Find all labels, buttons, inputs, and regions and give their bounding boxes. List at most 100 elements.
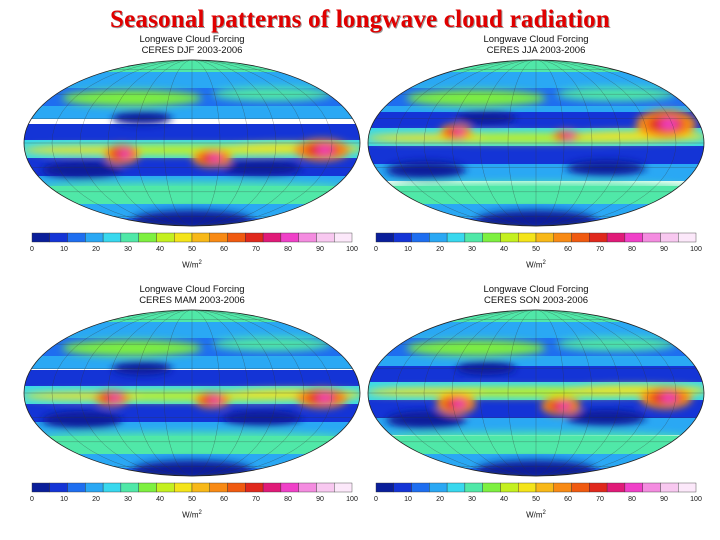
colorbar-swatch bbox=[227, 482, 246, 493]
colorbar: 0 10 20 30 40 50 60 70 80 90 100 bbox=[374, 232, 702, 253]
colorbar-swatch bbox=[191, 232, 210, 243]
colorbar-swatch bbox=[316, 482, 335, 493]
colorbar-tick-label: 10 bbox=[60, 246, 68, 253]
colorbar-tick-label: 30 bbox=[468, 246, 476, 253]
colorbar-tick-label: 100 bbox=[690, 496, 702, 503]
panel-subtitle: CERES MAM 2003-2006 bbox=[139, 295, 245, 306]
panel-title: Longwave Cloud Forcing bbox=[139, 34, 245, 45]
colorbar-tick-label: 90 bbox=[316, 246, 324, 253]
colorbar-swatch bbox=[482, 232, 501, 243]
colorbar-swatch bbox=[553, 232, 572, 243]
colorbar-swatch bbox=[262, 482, 282, 493]
colorbar-swatch bbox=[102, 482, 122, 493]
colorbar-tick-label: 10 bbox=[404, 246, 412, 253]
colorbar-swatch bbox=[334, 482, 353, 493]
colorbar-tick-label: 30 bbox=[468, 496, 476, 503]
colorbar-unit: W/m2 bbox=[182, 260, 202, 270]
colorbar-swatch bbox=[280, 232, 299, 243]
colorbar-swatch bbox=[464, 232, 483, 243]
colorbar: 0 10 20 30 40 50 60 70 80 90 100 bbox=[374, 482, 702, 503]
map-panel-jja: Longwave Cloud Forcing CERES JJA 2003-20… bbox=[366, 34, 706, 270]
panel-title: Longwave Cloud Forcing bbox=[483, 34, 589, 45]
colorbar-swatch bbox=[209, 482, 228, 493]
colorbar-tick-label: 80 bbox=[628, 246, 636, 253]
colorbar-tick-label: 20 bbox=[436, 246, 444, 253]
colorbar-swatch bbox=[606, 482, 626, 493]
colorbar-tick-label: 30 bbox=[124, 496, 132, 503]
colorbar-tick-label: 80 bbox=[284, 246, 292, 253]
colorbar-tick-label: 80 bbox=[284, 496, 292, 503]
colorbar-swatch bbox=[446, 232, 466, 243]
cloud-forcing-map bbox=[23, 309, 361, 477]
map-panel-djf: Longwave Cloud Forcing CERES DJF 2003-20… bbox=[22, 34, 362, 270]
colorbar-tick-label: 20 bbox=[92, 496, 100, 503]
colorbar-swatch bbox=[174, 232, 193, 243]
colorbar-swatch bbox=[500, 482, 519, 493]
colorbar-swatch bbox=[298, 482, 317, 493]
colorbar-swatch bbox=[191, 482, 210, 493]
colorbar-tick-label: 40 bbox=[156, 496, 164, 503]
panel-subtitle: CERES SON 2003-2006 bbox=[483, 295, 589, 306]
colorbar-swatch bbox=[245, 232, 264, 243]
colorbar-tick-label: 20 bbox=[436, 496, 444, 503]
panel-subtitle: CERES DJF 2003-2006 bbox=[141, 45, 243, 56]
colorbar-tick-label: 50 bbox=[188, 246, 196, 253]
colorbar-tick-label: 100 bbox=[346, 246, 358, 253]
colorbar-swatch bbox=[334, 232, 353, 243]
colorbar-swatch bbox=[49, 482, 68, 493]
colorbar-tick-label: 100 bbox=[690, 246, 702, 253]
colorbar-tick-label: 90 bbox=[316, 496, 324, 503]
colorbar-swatch bbox=[245, 482, 264, 493]
colorbar-tick-label: 90 bbox=[660, 246, 668, 253]
colorbar-swatch bbox=[31, 482, 50, 493]
colorbar-swatch bbox=[120, 232, 139, 243]
colorbar-swatch bbox=[482, 482, 501, 493]
colorbar-swatch bbox=[571, 482, 590, 493]
colorbar: 0 10 20 30 40 50 60 70 80 90 100 bbox=[30, 482, 358, 503]
colorbar-tick-label: 0 bbox=[374, 496, 378, 503]
colorbar-swatch bbox=[518, 482, 537, 493]
colorbar-tick-label: 10 bbox=[60, 496, 68, 503]
colorbar-swatch bbox=[209, 232, 228, 243]
colorbar-swatch bbox=[156, 482, 175, 493]
map-panel-mam: Longwave Cloud Forcing CERES MAM 2003-20… bbox=[22, 284, 362, 520]
colorbar-swatch bbox=[624, 482, 643, 493]
colorbar-swatch bbox=[464, 482, 483, 493]
colorbar-tick-label: 100 bbox=[346, 496, 358, 503]
colorbar-tick-label: 90 bbox=[660, 496, 668, 503]
colorbar-tick-label: 60 bbox=[564, 246, 572, 253]
colorbar-swatch bbox=[411, 232, 430, 243]
colorbar-swatch bbox=[571, 232, 590, 243]
colorbar-swatch bbox=[429, 482, 448, 493]
colorbar-swatch bbox=[85, 482, 104, 493]
map-panel-son: Longwave Cloud Forcing CERES SON 2003-20… bbox=[366, 284, 706, 520]
colorbar-swatch bbox=[606, 232, 626, 243]
colorbar-unit: W/m2 bbox=[526, 510, 546, 520]
panel-subtitle: CERES JJA 2003-2006 bbox=[486, 45, 586, 56]
colorbar-swatch bbox=[535, 482, 554, 493]
colorbar-swatch bbox=[660, 232, 679, 243]
page-title: Seasonal patterns of longwave cloud radi… bbox=[109, 6, 610, 33]
colorbar-swatch bbox=[85, 232, 104, 243]
colorbar-swatch bbox=[393, 482, 412, 493]
colorbar-tick-label: 30 bbox=[124, 246, 132, 253]
colorbar-swatch bbox=[678, 232, 697, 243]
colorbar-swatch bbox=[280, 482, 299, 493]
colorbar-tick-label: 50 bbox=[532, 496, 540, 503]
colorbar-swatch bbox=[589, 232, 608, 243]
colorbar-tick-label: 0 bbox=[374, 246, 378, 253]
colorbar-tick-label: 70 bbox=[252, 246, 260, 253]
colorbar-tick-label: 50 bbox=[532, 246, 540, 253]
colorbar-swatch bbox=[227, 232, 246, 243]
colorbar-swatch bbox=[262, 232, 282, 243]
colorbar-swatch bbox=[429, 232, 448, 243]
colorbar-unit: W/m2 bbox=[182, 510, 202, 520]
colorbar-swatch bbox=[411, 482, 430, 493]
colorbar-tick-label: 0 bbox=[30, 246, 34, 253]
colorbar-swatch bbox=[500, 232, 519, 243]
colorbar-swatch bbox=[660, 482, 679, 493]
colorbar-swatch bbox=[393, 232, 412, 243]
colorbar-swatch bbox=[589, 482, 608, 493]
colorbar: 0 10 20 30 40 50 60 70 80 90 100 bbox=[30, 232, 358, 253]
colorbar-swatch bbox=[446, 482, 466, 493]
